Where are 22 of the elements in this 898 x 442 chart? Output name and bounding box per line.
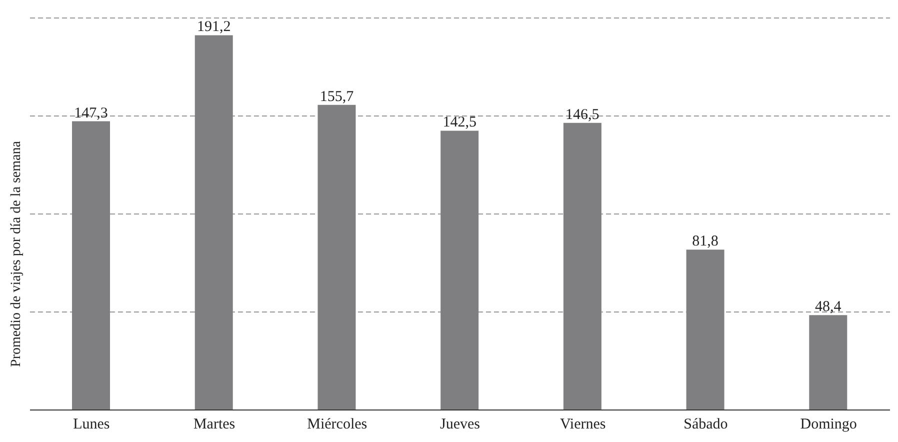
- x-tick-label: Viernes: [560, 416, 606, 433]
- data-label: 81,8: [692, 234, 718, 250]
- x-tick-label: Martes: [193, 416, 236, 433]
- data-label: 147,3: [74, 105, 108, 122]
- y-axis-title: Promedio de viajes por día de la semana: [8, 140, 24, 367]
- bar: [809, 315, 848, 410]
- x-tick-label: Lunes: [73, 416, 110, 433]
- data-label: 48,4: [815, 299, 842, 316]
- data-label: 142,5: [442, 114, 476, 131]
- x-tick-label: Miércoles: [307, 416, 368, 433]
- bar: [318, 104, 356, 410]
- bar: [563, 122, 602, 410]
- bar: [194, 35, 233, 410]
- bar: [72, 121, 110, 410]
- x-tick-label: Sábado: [684, 416, 728, 433]
- x-tick-label: Domingo: [800, 416, 857, 433]
- data-label: 146,5: [566, 106, 600, 123]
- bar: [686, 250, 724, 410]
- data-label: 155,7: [320, 88, 354, 105]
- x-tick-label: Jueves: [440, 416, 480, 433]
- data-label: 191,2: [196, 19, 231, 36]
- bar: [440, 130, 479, 410]
